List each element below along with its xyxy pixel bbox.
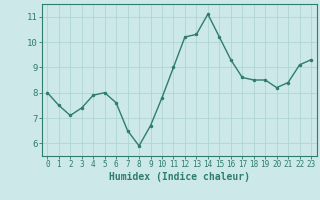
X-axis label: Humidex (Indice chaleur): Humidex (Indice chaleur): [109, 172, 250, 182]
